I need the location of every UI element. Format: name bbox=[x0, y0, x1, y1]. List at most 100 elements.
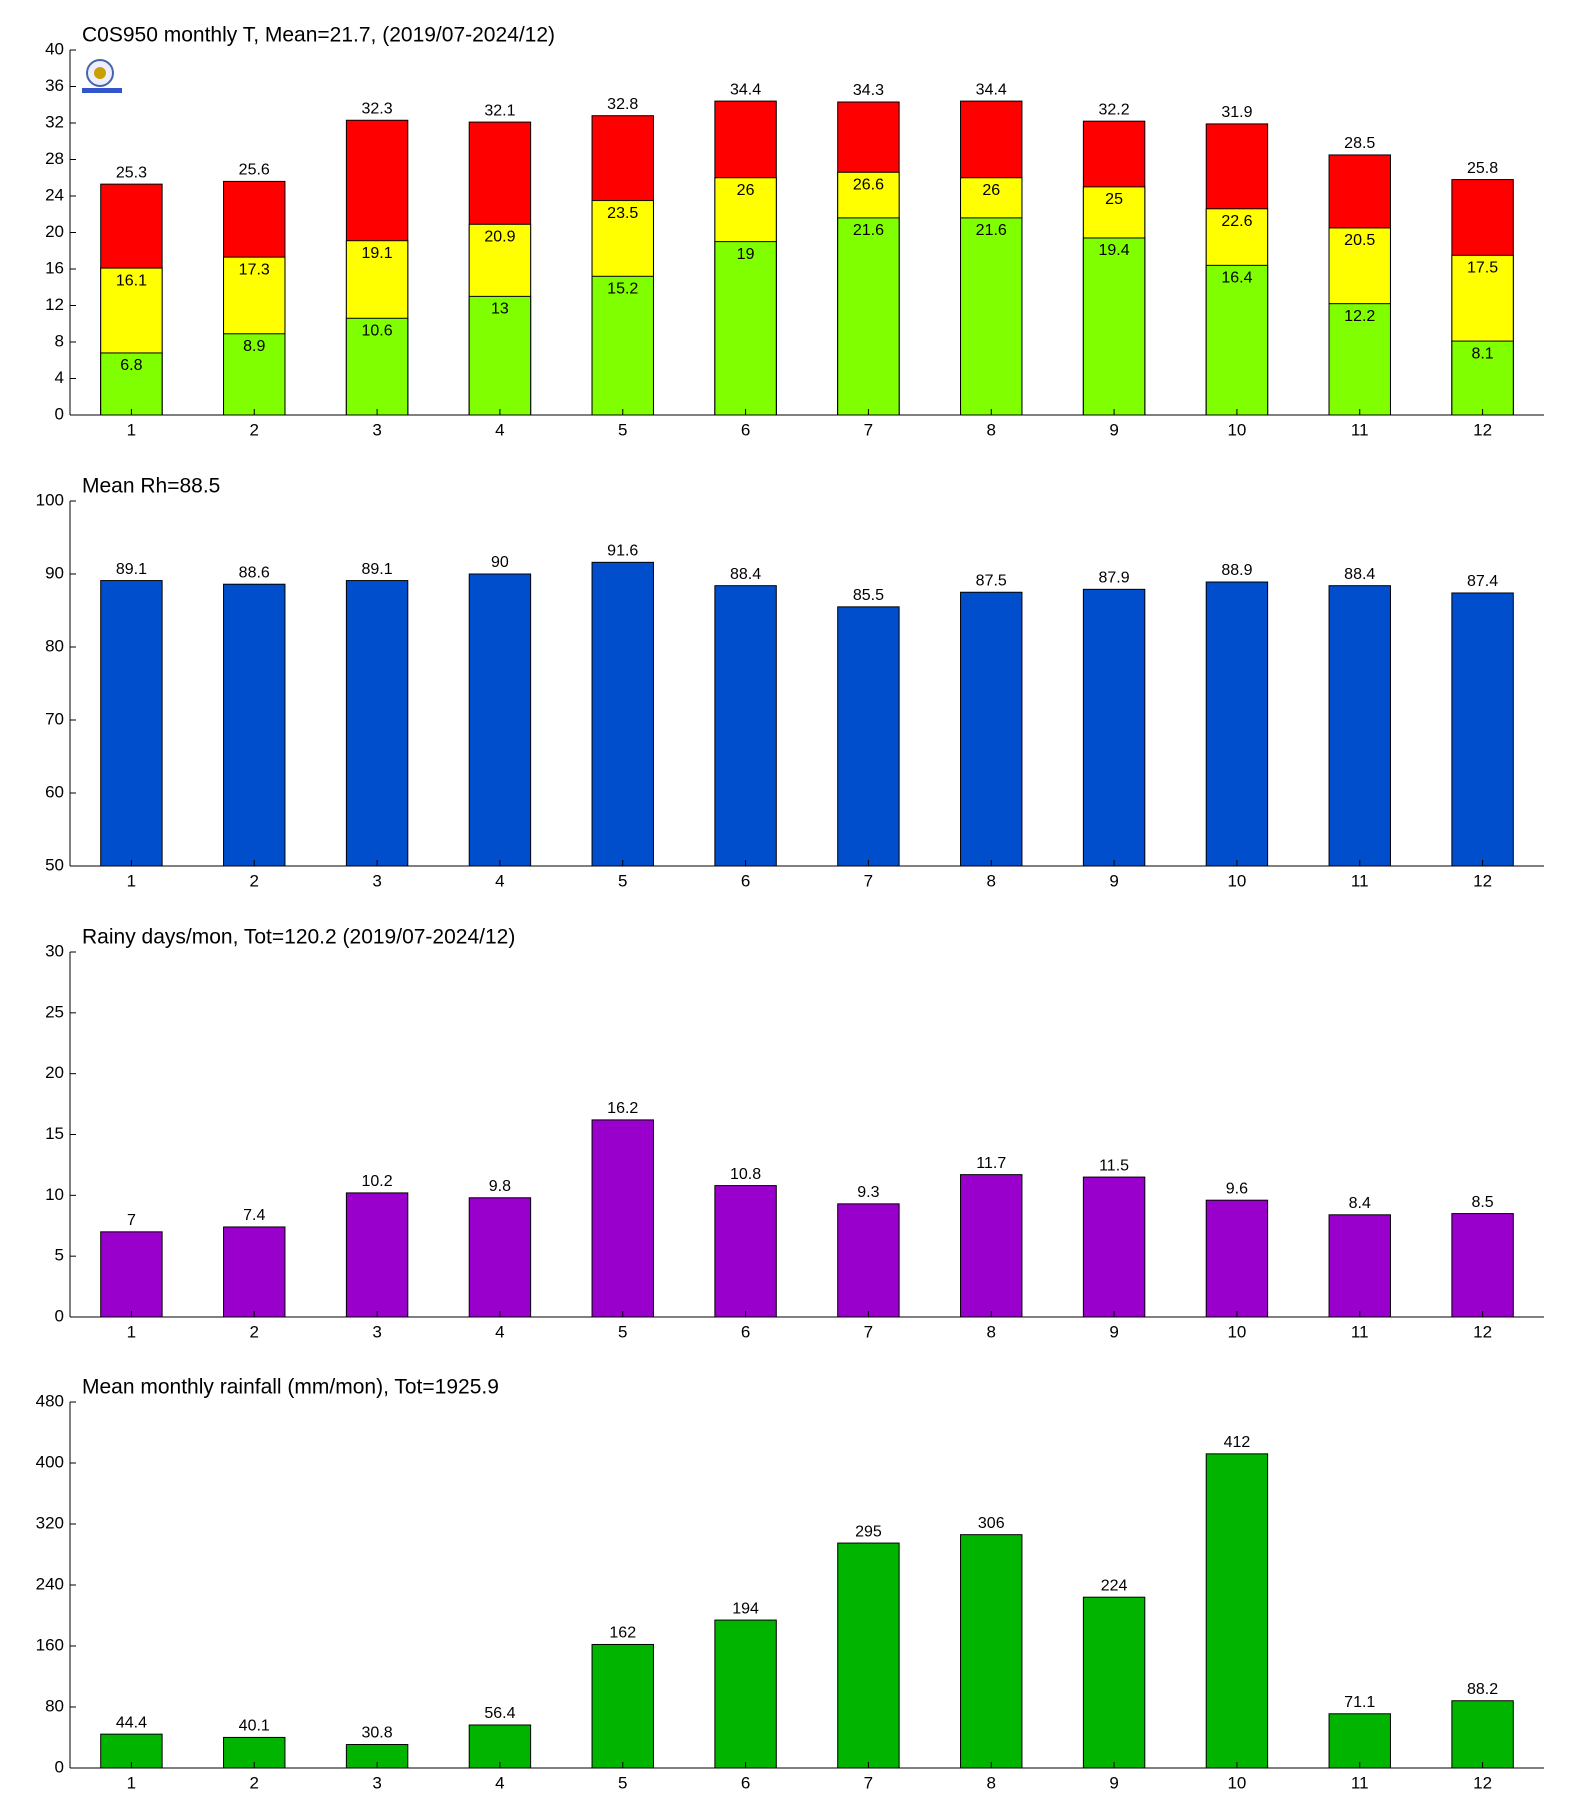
value-label: 32.1 bbox=[484, 102, 515, 119]
value-label: 10.8 bbox=[730, 1166, 761, 1183]
value-label: 8.9 bbox=[243, 338, 265, 355]
value-label: 194 bbox=[732, 1600, 759, 1617]
value-label: 6.8 bbox=[120, 357, 142, 374]
y-tick-label: 240 bbox=[36, 1574, 64, 1593]
value-label: 11.7 bbox=[976, 1155, 1006, 1172]
value-label: 31.9 bbox=[1221, 104, 1252, 121]
value-label: 25.8 bbox=[1467, 160, 1498, 177]
value-label: 44.4 bbox=[116, 1714, 147, 1731]
value-label: 90 bbox=[491, 554, 509, 571]
value-label: 88.4 bbox=[1344, 566, 1375, 583]
bar bbox=[714, 585, 777, 867]
y-tick-label: 32 bbox=[45, 112, 64, 131]
value-label: 16.2 bbox=[607, 1100, 638, 1117]
x-tick-label: 10 bbox=[1227, 871, 1246, 890]
y-tick-label: 60 bbox=[45, 782, 64, 801]
y-tick-label: 16 bbox=[45, 258, 64, 277]
value-label: 34.4 bbox=[976, 81, 1007, 98]
value-label: 295 bbox=[855, 1523, 882, 1540]
value-label: 19.4 bbox=[1099, 242, 1130, 259]
bar bbox=[345, 580, 409, 867]
y-tick-label: 12 bbox=[45, 295, 64, 314]
value-label: 88.6 bbox=[239, 564, 270, 581]
bar bbox=[837, 1542, 900, 1769]
x-tick-label: 2 bbox=[250, 1773, 259, 1792]
bar bbox=[1451, 340, 1514, 416]
x-tick-label: 1 bbox=[127, 1322, 136, 1341]
bar bbox=[960, 1534, 1023, 1769]
value-label: 87.4 bbox=[1467, 573, 1498, 590]
y-tick-label: 90 bbox=[45, 563, 64, 582]
value-label: 30.8 bbox=[362, 1725, 393, 1742]
x-tick-label: 5 bbox=[618, 871, 627, 890]
value-label: 32.3 bbox=[362, 100, 393, 117]
x-tick-label: 2 bbox=[250, 871, 259, 890]
x-tick-label: 5 bbox=[618, 420, 627, 439]
value-label: 23.5 bbox=[607, 205, 638, 222]
x-tick-label: 10 bbox=[1227, 1773, 1246, 1792]
bar bbox=[1205, 264, 1269, 416]
bar bbox=[837, 606, 900, 867]
x-tick-label: 4 bbox=[495, 1773, 504, 1792]
y-tick-label: 25 bbox=[45, 1002, 64, 1021]
y-tick-label: 80 bbox=[45, 1696, 64, 1715]
y-tick-label: 20 bbox=[45, 1063, 64, 1082]
value-label: 8.1 bbox=[1471, 345, 1493, 362]
value-label: 12.2 bbox=[1344, 308, 1375, 325]
value-label: 88.9 bbox=[1221, 562, 1252, 579]
value-label: 8.4 bbox=[1349, 1195, 1371, 1212]
bar bbox=[714, 241, 777, 416]
x-tick-label: 12 bbox=[1473, 1322, 1492, 1341]
value-label: 56.4 bbox=[484, 1705, 515, 1722]
value-label: 306 bbox=[978, 1515, 1005, 1532]
bar bbox=[1082, 1176, 1146, 1318]
value-label: 19 bbox=[737, 246, 755, 263]
bar bbox=[1328, 1214, 1391, 1318]
bar bbox=[837, 217, 900, 416]
value-label: 15.2 bbox=[607, 281, 638, 298]
value-label: 25.3 bbox=[116, 164, 147, 181]
y-tick-label: 100 bbox=[36, 490, 64, 509]
value-label: 26.6 bbox=[853, 176, 884, 193]
chart-title: Mean Rh=88.5 bbox=[82, 475, 220, 498]
value-label: 71.1 bbox=[1344, 1694, 1375, 1711]
y-tick-label: 400 bbox=[36, 1452, 64, 1471]
y-tick-label: 5 bbox=[55, 1246, 64, 1265]
x-tick-label: 6 bbox=[741, 871, 750, 890]
x-tick-label: 5 bbox=[618, 1322, 627, 1341]
x-tick-label: 7 bbox=[864, 420, 873, 439]
y-tick-label: 8 bbox=[55, 331, 64, 350]
bar bbox=[468, 1724, 532, 1769]
x-tick-label: 4 bbox=[495, 420, 504, 439]
x-tick-label: 8 bbox=[987, 871, 996, 890]
bar bbox=[1451, 1700, 1514, 1769]
y-tick-label: 4 bbox=[55, 368, 64, 387]
value-label: 20.9 bbox=[484, 229, 515, 246]
y-tick-label: 24 bbox=[45, 185, 64, 204]
bar bbox=[1205, 581, 1269, 867]
value-label: 26 bbox=[737, 182, 755, 199]
x-tick-label: 12 bbox=[1473, 1773, 1492, 1792]
value-label: 22.6 bbox=[1221, 213, 1252, 230]
value-label: 162 bbox=[609, 1625, 636, 1642]
bar bbox=[1082, 588, 1146, 867]
x-tick-label: 9 bbox=[1109, 1322, 1118, 1341]
value-label: 19.1 bbox=[362, 245, 393, 262]
value-label: 16.1 bbox=[116, 272, 147, 289]
x-tick-label: 6 bbox=[741, 420, 750, 439]
value-label: 32.2 bbox=[1099, 101, 1130, 118]
value-label: 89.1 bbox=[116, 561, 147, 578]
value-label: 224 bbox=[1101, 1577, 1128, 1594]
x-tick-label: 9 bbox=[1109, 871, 1118, 890]
bar bbox=[960, 1174, 1023, 1318]
y-tick-label: 0 bbox=[55, 404, 64, 423]
value-label: 20.5 bbox=[1344, 232, 1375, 249]
value-label: 87.9 bbox=[1099, 570, 1130, 587]
bar bbox=[1082, 1596, 1146, 1769]
x-tick-label: 4 bbox=[495, 871, 504, 890]
value-label: 16.4 bbox=[1221, 270, 1252, 287]
x-tick-label: 1 bbox=[127, 420, 136, 439]
x-tick-label: 8 bbox=[987, 1322, 996, 1341]
value-label: 8.5 bbox=[1471, 1194, 1493, 1211]
